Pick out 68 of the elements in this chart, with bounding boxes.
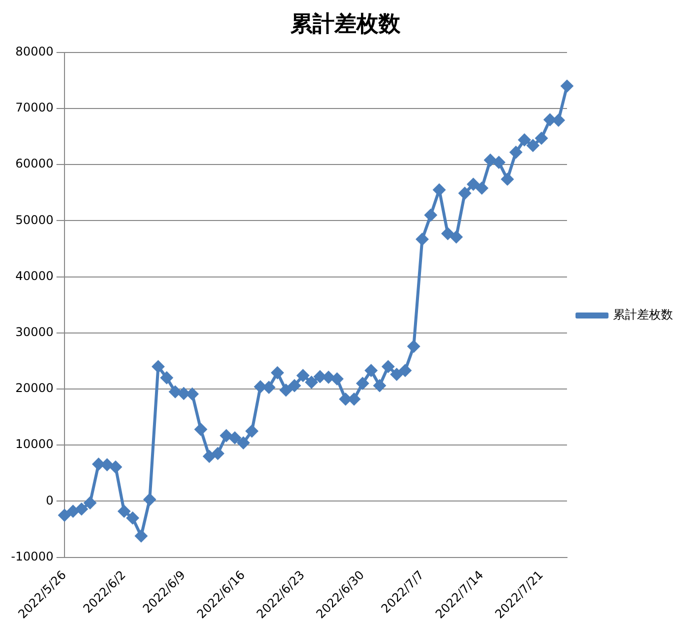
point xyxy=(67,505,80,518)
point xyxy=(118,505,130,518)
y-tick-label: 0 xyxy=(46,493,54,508)
point xyxy=(203,450,216,462)
y-tick-label: 20000 xyxy=(15,381,54,396)
point xyxy=(254,380,266,393)
point xyxy=(126,512,139,524)
point xyxy=(356,377,369,390)
y-tick-label: 70000 xyxy=(15,100,54,115)
point xyxy=(450,230,462,243)
point xyxy=(169,386,182,398)
point xyxy=(58,509,71,522)
point xyxy=(390,368,403,380)
point xyxy=(186,388,198,400)
point xyxy=(365,364,378,376)
y-tick-label: 30000 xyxy=(15,325,54,340)
y-tick-label: 50000 xyxy=(15,212,54,227)
point xyxy=(246,425,258,438)
point xyxy=(135,530,148,542)
point xyxy=(178,387,190,400)
point xyxy=(442,228,454,240)
y-tick-label: -10000 xyxy=(10,549,54,564)
point xyxy=(322,371,335,384)
y-tick-label: 10000 xyxy=(15,437,54,452)
point xyxy=(271,366,284,379)
point xyxy=(526,140,539,152)
point xyxy=(296,370,309,382)
point xyxy=(237,436,250,449)
point xyxy=(212,448,224,460)
point xyxy=(492,156,505,168)
point xyxy=(433,184,446,196)
point xyxy=(331,372,344,385)
point xyxy=(305,376,318,388)
point xyxy=(101,458,114,471)
point xyxy=(476,182,488,194)
point xyxy=(76,503,88,516)
chart-title: 累計差枚数 xyxy=(290,12,402,37)
point xyxy=(535,132,548,144)
point xyxy=(544,114,556,126)
point xyxy=(399,364,412,376)
point xyxy=(280,384,292,396)
point xyxy=(220,430,232,442)
point xyxy=(84,496,96,509)
point xyxy=(458,187,471,200)
y-tick-label: 60000 xyxy=(15,156,54,171)
point xyxy=(152,360,164,373)
point xyxy=(467,178,480,190)
point xyxy=(561,80,573,92)
point xyxy=(510,146,522,158)
point xyxy=(408,340,420,352)
point xyxy=(424,209,437,222)
y-tick-label: 40000 xyxy=(15,268,54,283)
point xyxy=(228,432,241,444)
legend-label: 累計差枚数 xyxy=(613,308,673,322)
point xyxy=(518,134,530,146)
point xyxy=(382,360,394,373)
point xyxy=(144,494,156,506)
point xyxy=(92,458,105,470)
point xyxy=(484,154,496,166)
point xyxy=(416,233,428,246)
point xyxy=(194,423,207,436)
point xyxy=(160,372,173,384)
point xyxy=(288,380,300,392)
point xyxy=(374,380,386,392)
y-tick-label: 80000 xyxy=(15,44,54,59)
point xyxy=(348,393,360,406)
point xyxy=(110,460,122,473)
point xyxy=(501,173,514,186)
